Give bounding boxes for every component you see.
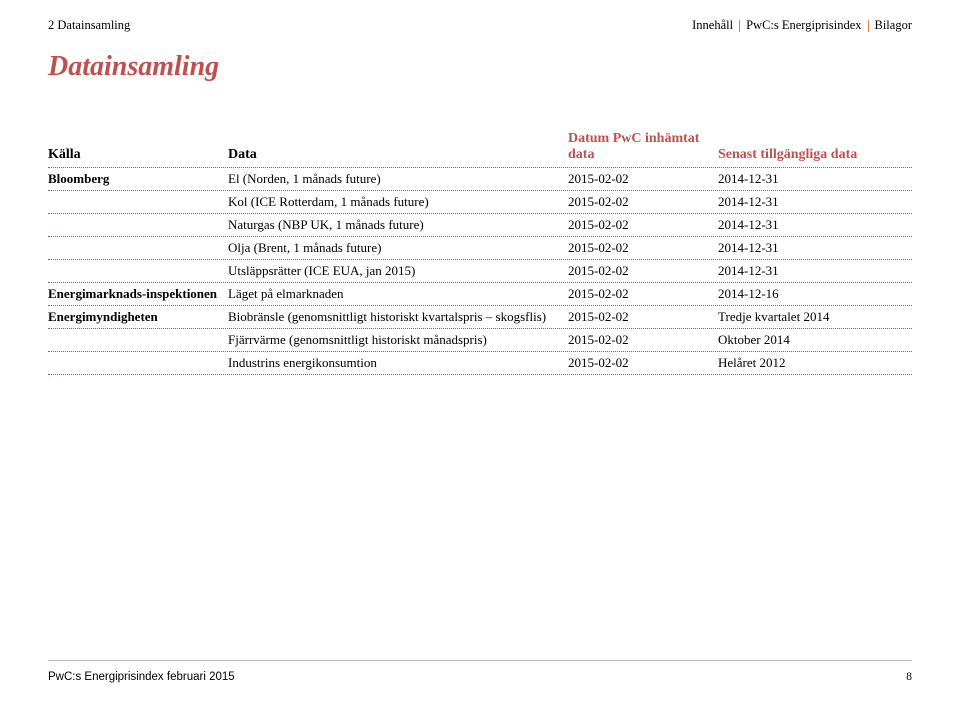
- cell-kalla: [48, 240, 228, 256]
- cell-datum: 2015-02-02: [568, 309, 718, 325]
- separator-icon: [739, 20, 740, 32]
- table-row: Naturgas (NBP UK, 1 månads future) 2015-…: [48, 214, 912, 237]
- section-indicator: 2 Datainsamling: [48, 18, 130, 33]
- cell-senast: 2014-12-31: [718, 217, 912, 233]
- footer: PwC:s Energiprisindex februari 2015 8: [48, 671, 912, 683]
- cell-datum: 2015-02-02: [568, 171, 718, 187]
- cell-kalla: [48, 194, 228, 210]
- cell-kalla: [48, 332, 228, 348]
- cell-senast: 2014-12-31: [718, 171, 912, 187]
- page: 2 Datainsamling Innehåll PwC:s Energipri…: [0, 0, 960, 703]
- cell-data: Naturgas (NBP UK, 1 månads future): [228, 217, 568, 233]
- cell-kalla: [48, 263, 228, 279]
- top-bar: 2 Datainsamling Innehåll PwC:s Energipri…: [48, 18, 912, 33]
- cell-senast: 2014-12-31: [718, 194, 912, 210]
- cell-senast: Tredje kvartalet 2014: [718, 309, 912, 325]
- cell-datum: 2015-02-02: [568, 263, 718, 279]
- table-header-datum: Datum PwC inhämtat data: [568, 131, 718, 163]
- cell-data: Fjärrvärme (genomsnittligt historiskt må…: [228, 332, 568, 348]
- cell-senast: 2014-12-31: [718, 263, 912, 279]
- cell-datum: 2015-02-02: [568, 355, 718, 371]
- table-header-kalla: Källa: [48, 147, 228, 163]
- cell-senast: Oktober 2014: [718, 332, 912, 348]
- separator-icon: [868, 20, 869, 32]
- cell-datum: 2015-02-02: [568, 240, 718, 256]
- cell-datum: 2015-02-02: [568, 194, 718, 210]
- table-header-data: Data: [228, 147, 568, 163]
- cell-kalla: Bloomberg: [48, 171, 228, 187]
- data-table: Källa Data Datum PwC inhämtat data Senas…: [48, 131, 912, 375]
- table-header-senast: Senast tillgängliga data: [718, 147, 912, 163]
- cell-kalla: [48, 217, 228, 233]
- breadcrumb-item: Innehåll: [692, 18, 733, 33]
- table-row: Fjärrvärme (genomsnittligt historiskt må…: [48, 329, 912, 352]
- table-row: Utsläppsrätter (ICE EUA, jan 2015) 2015-…: [48, 260, 912, 283]
- page-title: Datainsamling: [48, 51, 912, 83]
- breadcrumb-item: Bilagor: [875, 18, 913, 33]
- table-row: Energimyndigheten Biobränsle (genomsnitt…: [48, 306, 912, 329]
- table-row: Industrins energikonsumtion 2015-02-02 H…: [48, 352, 912, 375]
- table-row: Olja (Brent, 1 månads future) 2015-02-02…: [48, 237, 912, 260]
- cell-senast: 2014-12-16: [718, 286, 912, 302]
- cell-senast: Helåret 2012: [718, 355, 912, 371]
- cell-datum: 2015-02-02: [568, 332, 718, 348]
- cell-data: El (Norden, 1 månads future): [228, 171, 568, 187]
- footer-text: PwC:s Energiprisindex februari 2015: [48, 671, 235, 683]
- cell-kalla: [48, 355, 228, 371]
- cell-datum: 2015-02-02: [568, 217, 718, 233]
- cell-kalla: Energimyndigheten: [48, 309, 228, 325]
- breadcrumb-item: PwC:s Energiprisindex: [746, 18, 861, 33]
- cell-data: Läget på elmarknaden: [228, 286, 568, 302]
- cell-data: Olja (Brent, 1 månads future): [228, 240, 568, 256]
- cell-data: Industrins energikonsumtion: [228, 355, 568, 371]
- cell-data: Utsläppsrätter (ICE EUA, jan 2015): [228, 263, 568, 279]
- cell-kalla: Energimarknads-inspektionen: [48, 286, 228, 302]
- page-number: 8: [906, 671, 912, 683]
- breadcrumb: Innehåll PwC:s Energiprisindex Bilagor: [692, 18, 912, 33]
- cell-data: Kol (ICE Rotterdam, 1 månads future): [228, 194, 568, 210]
- cell-senast: 2014-12-31: [718, 240, 912, 256]
- table-row: Energimarknads-inspektionen Läget på elm…: [48, 283, 912, 306]
- table-header-row: Källa Data Datum PwC inhämtat data Senas…: [48, 131, 912, 168]
- table-row: Kol (ICE Rotterdam, 1 månads future) 201…: [48, 191, 912, 214]
- cell-data: Biobränsle (genomsnittligt historiskt kv…: [228, 309, 568, 325]
- table-row: Bloomberg El (Norden, 1 månads future) 2…: [48, 168, 912, 191]
- cell-datum: 2015-02-02: [568, 286, 718, 302]
- footer-rule: [48, 660, 912, 661]
